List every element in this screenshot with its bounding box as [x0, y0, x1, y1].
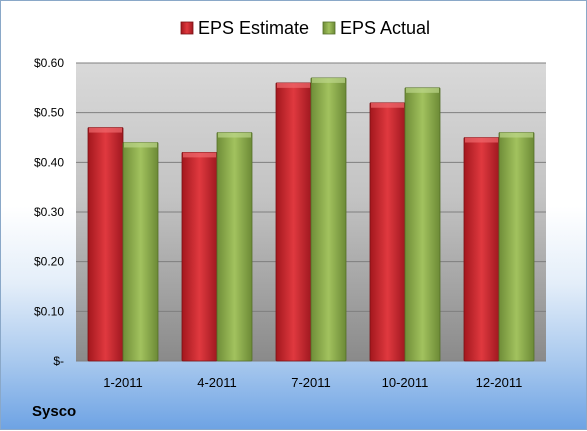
- bar-eps-estimate: [181, 151, 218, 362]
- y-tick-label: $0.20: [34, 255, 64, 269]
- legend: EPS Estimate EPS Actual: [180, 18, 430, 38]
- bar-top-highlight: [277, 82, 310, 88]
- bar-eps-actual: [498, 132, 535, 362]
- company-name: Sysco: [32, 403, 77, 420]
- bar-top-highlight: [218, 132, 251, 138]
- x-tick-label: 1-2011: [103, 375, 143, 390]
- x-tick-label: 4-2011: [197, 375, 237, 390]
- bar-eps-actual: [216, 132, 253, 362]
- legend-label: EPS Estimate: [198, 18, 309, 38]
- y-tick-label: $0.10: [34, 304, 64, 318]
- bar-top-highlight: [465, 137, 498, 143]
- bar-eps-actual: [404, 87, 441, 362]
- legend-swatch: [180, 21, 194, 35]
- y-tick-label: $0.60: [34, 56, 64, 70]
- bar-eps-estimate: [87, 127, 124, 362]
- bar-eps-actual: [122, 142, 159, 362]
- bar-eps-estimate: [463, 137, 500, 362]
- y-tick-label: $0.30: [34, 205, 64, 219]
- y-tick-label: $0.50: [34, 106, 64, 120]
- x-tick-label: 7-2011: [291, 375, 331, 390]
- y-tick-label: $-: [53, 354, 64, 368]
- x-axis-tick-labels: 1-2011 4-2011 7-2011 10-2011 12-2011: [103, 375, 522, 390]
- legend-label: EPS Actual: [340, 18, 430, 38]
- y-axis-tick-labels: $- $0.10 $0.20 $0.30 $0.40 $0.50 $0.60: [34, 56, 64, 368]
- bar-top-highlight: [500, 132, 533, 138]
- bar-top-highlight: [89, 127, 122, 133]
- bar-top-highlight: [371, 102, 404, 108]
- bars: [87, 77, 535, 362]
- x-tick-label: 10-2011: [382, 375, 429, 390]
- bar-top-highlight: [312, 77, 345, 83]
- legend-swatch: [322, 21, 336, 35]
- bar-eps-estimate: [369, 102, 406, 362]
- bar-eps-estimate: [275, 82, 312, 362]
- bar-eps-actual: [310, 77, 347, 362]
- bar-top-highlight: [124, 142, 157, 148]
- bar-top-highlight: [183, 152, 216, 158]
- y-tick-label: $0.40: [34, 155, 64, 169]
- x-tick-label: 12-2011: [476, 375, 523, 390]
- bar-top-highlight: [406, 87, 439, 93]
